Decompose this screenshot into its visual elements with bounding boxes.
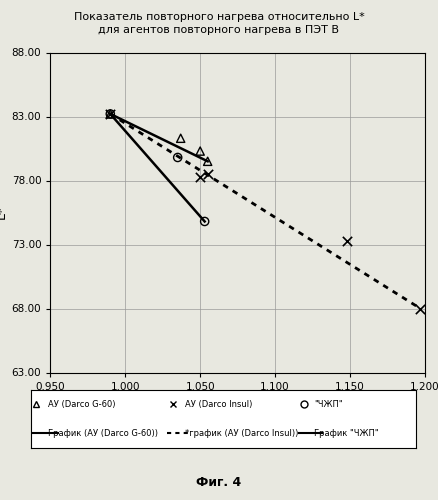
Text: АУ (Darco G-60): АУ (Darco G-60) bbox=[48, 400, 116, 409]
Text: Фиг. 4: Фиг. 4 bbox=[196, 476, 242, 489]
Point bbox=[174, 154, 181, 162]
Point bbox=[197, 172, 204, 180]
Point bbox=[107, 110, 114, 118]
Text: для агентов повторного нагрева в ПЭТ В: для агентов повторного нагрева в ПЭТ В bbox=[99, 25, 339, 35]
Point bbox=[197, 147, 204, 155]
Y-axis label: L*: L* bbox=[0, 206, 7, 219]
Point bbox=[204, 170, 211, 178]
Point bbox=[107, 110, 114, 118]
Text: "ЧЖП": "ЧЖП" bbox=[314, 400, 343, 409]
Text: *график (АУ (Darco Insul)): *график (АУ (Darco Insul)) bbox=[185, 428, 298, 438]
X-axis label: Показатель повторного нагрева: Показатель повторного нагрева bbox=[142, 397, 333, 407]
Point bbox=[201, 218, 208, 226]
Point bbox=[177, 134, 184, 142]
Text: График (АУ (Darco G-60)): График (АУ (Darco G-60)) bbox=[48, 428, 158, 438]
Point bbox=[204, 158, 211, 166]
Text: Показатель повторного нагрева относительно L*: Показатель повторного нагрева относитель… bbox=[74, 12, 364, 22]
Point bbox=[417, 304, 424, 312]
Point bbox=[343, 236, 350, 244]
Text: График "ЧЖП": График "ЧЖП" bbox=[314, 428, 378, 438]
Point bbox=[107, 110, 114, 118]
Text: АУ (Darco Insul): АУ (Darco Insul) bbox=[185, 400, 252, 409]
